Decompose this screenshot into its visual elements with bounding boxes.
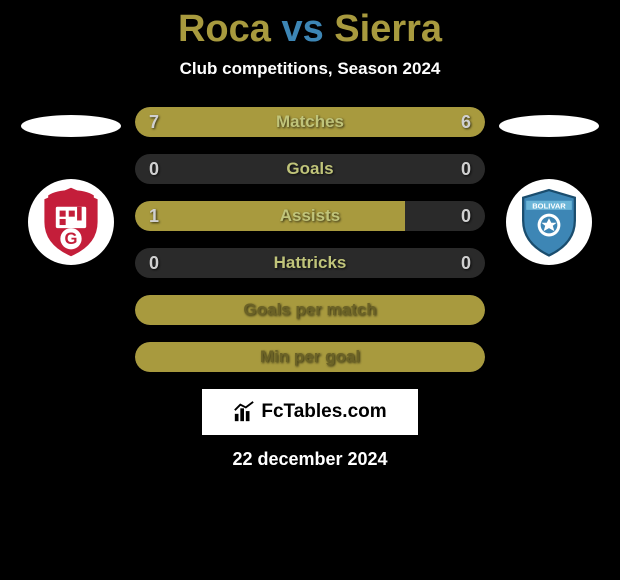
- stat-label: Goals: [135, 159, 485, 179]
- stat-bar-min-per-goal: Min per goal: [135, 342, 485, 372]
- crest-left-icon: G: [33, 184, 109, 260]
- stat-val-right: 0: [461, 253, 471, 274]
- right-side-column: BOLIVAR: [499, 107, 599, 265]
- footer-brand-text: FcTables.com: [261, 401, 386, 423]
- stats-column: Matches76Goals00Assists10Hattricks00Goal…: [135, 107, 485, 372]
- content-row: G Matches76Goals00Assists10Hattricks00Go…: [0, 107, 620, 372]
- stat-bar-goals: Goals0 0: [135, 154, 485, 184]
- left-side-column: G: [21, 107, 121, 265]
- stat-val-left: 0: [149, 253, 159, 274]
- player1-name: Roca: [178, 8, 271, 50]
- stat-label: Hattricks: [135, 253, 485, 273]
- subtitle: Club competitions, Season 2024: [0, 59, 620, 79]
- right-ellipse: [499, 115, 599, 137]
- stat-val-left: 0: [149, 159, 159, 180]
- vs-text: vs: [281, 8, 323, 50]
- stat-bar-hattricks: Hattricks0 0: [135, 248, 485, 278]
- footer-date: 22 december 2024: [0, 449, 620, 470]
- stat-label: Matches: [135, 112, 485, 132]
- stat-val-right: 0: [461, 206, 471, 227]
- footer-brand-logo: FcTables.com: [202, 389, 418, 435]
- left-ellipse: [21, 115, 121, 137]
- crest-right-icon: BOLIVAR: [511, 184, 587, 260]
- stat-label: Assists: [135, 206, 485, 226]
- comparison-card: Roca vs Sierra Club competitions, Season…: [0, 0, 620, 580]
- stat-label: Min per goal: [135, 347, 485, 367]
- player2-name: Sierra: [334, 8, 442, 50]
- stat-val-left: 7: [149, 112, 159, 133]
- stat-val-right: 6: [461, 112, 471, 133]
- chart-icon: [233, 401, 255, 423]
- stat-label: Goals per match: [135, 300, 485, 320]
- stat-val-right: 0: [461, 159, 471, 180]
- stat-bar-assists: Assists1 0: [135, 201, 485, 231]
- right-team-crest: BOLIVAR: [506, 179, 592, 265]
- svg-text:BOLIVAR: BOLIVAR: [532, 201, 566, 210]
- stat-bar-goals-per-match: Goals per match: [135, 295, 485, 325]
- left-team-crest: G: [28, 179, 114, 265]
- page-title: Roca vs Sierra: [0, 8, 620, 51]
- stat-val-left: 1: [149, 206, 159, 227]
- svg-text:G: G: [65, 229, 78, 248]
- stat-bar-matches: Matches7 6: [135, 107, 485, 137]
